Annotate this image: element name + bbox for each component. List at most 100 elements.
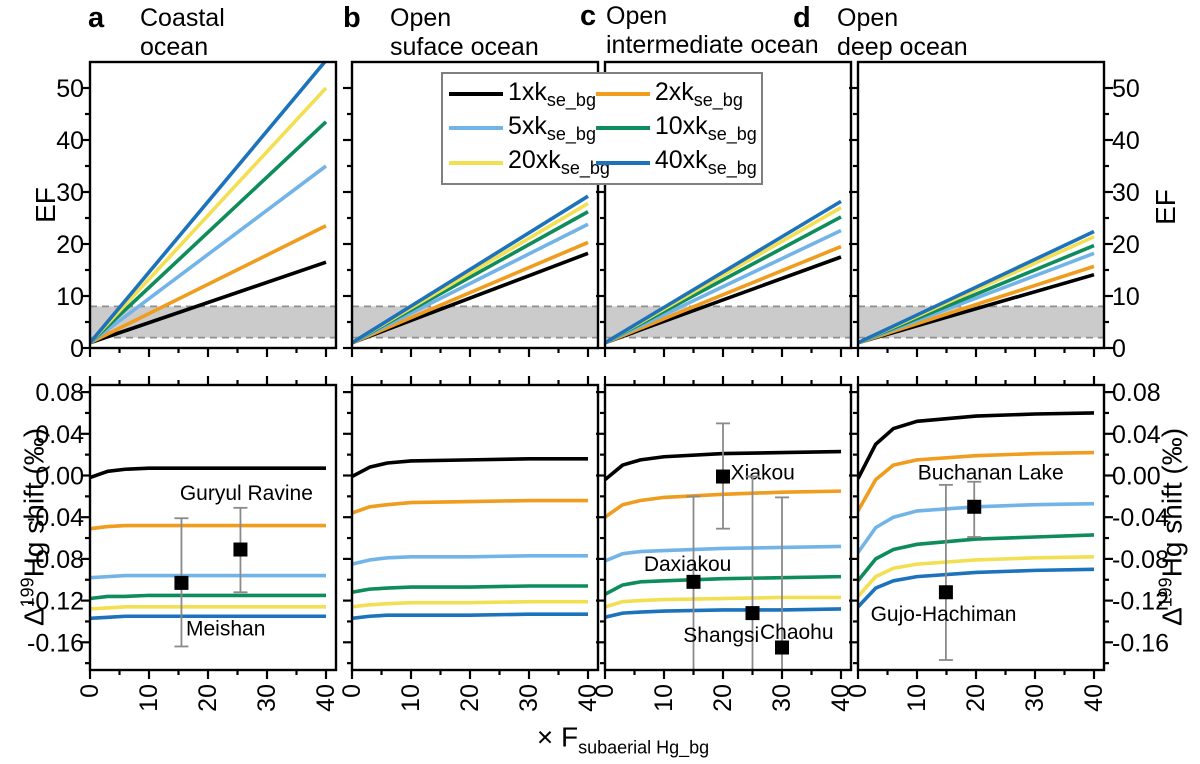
series-line-2xk_se_bg [605, 244, 842, 345]
tick-label: 0.00 [1112, 463, 1161, 491]
panel-title-c-line1: Open [606, 2, 668, 30]
tick-label: 10 [650, 684, 678, 712]
data-point-chaohu: Chaohu [760, 496, 834, 670]
panel-letter-d: d [793, 2, 811, 34]
series-line-40xk_se_bg [352, 194, 589, 345]
panel-letter-a: a [88, 2, 105, 34]
tick-label: 0 [338, 684, 366, 698]
series-line-1xk_se_bg [90, 260, 327, 345]
legend-label-40xk: 40xkse_bg [654, 146, 757, 179]
panel-bottom-a: Guryul Ravine Meishan 0.08 0.04 0.00 -0.04 -0.… [27, 376, 340, 712]
panel-border [856, 60, 1106, 350]
square-marker [775, 640, 789, 655]
tick-label: 0.08 [1112, 379, 1161, 407]
series-line-5xk_se_bg [858, 501, 1095, 554]
panel-top-d: 0 10 20 30 40 50 [849, 60, 1140, 363]
data-point-shangsi: Shangsi [683, 475, 760, 670]
legend-item-5xk: 5xkse_bg [449, 112, 596, 145]
tick-label: 0 [844, 684, 872, 698]
panel-title-c-line2: intermediate ocean [606, 31, 819, 59]
tick-label: -0.08 [1112, 546, 1169, 574]
tick-label: 40 [1080, 684, 1108, 712]
series-line-10xk_se_bg [90, 593, 326, 601]
square-marker [233, 542, 248, 557]
site-label: Meishan [186, 618, 265, 641]
tick-label: 0.04 [35, 421, 84, 449]
tick-label: 10 [135, 684, 163, 712]
x-axis-label-prefix: × F [536, 721, 579, 753]
legend-line-swatch [595, 160, 650, 165]
site-label: Buchanan Lake [918, 461, 1064, 484]
series-line-20xk_se_bg [90, 86, 328, 345]
tick-label: 20 [1112, 231, 1140, 259]
legend-label-2xk: 2xkse_bg [654, 77, 743, 110]
series-line-2xk_se_bg [352, 240, 589, 345]
panel-title-b-line2: suface ocean [390, 33, 539, 61]
tick-label: 10 [56, 283, 84, 311]
panel-title-d-line2: deep ocean [837, 33, 968, 61]
reference-band [90, 306, 336, 338]
tick-label: -0.08 [27, 546, 84, 574]
series-line-5xk_se_bg [352, 222, 589, 345]
series-line-2xk_se_bg [858, 264, 1095, 345]
legend-label-20xk: 20xkse_bg [508, 146, 610, 179]
series-line-20xk_se_bg [858, 555, 1095, 598]
tick-label: 20 [456, 684, 484, 712]
series-line-5xk_se_bg [605, 228, 842, 345]
series-line-40xk_se_bg [605, 607, 842, 620]
series-line-1xk_se_bg [90, 466, 326, 480]
tick-label: 0.04 [1112, 421, 1161, 449]
series-line-20xk_se_bg [352, 599, 588, 609]
panel-bottom-c: Xiakou Daxiakou Shangsi Chaohu 0 10 20 30 40 [591, 376, 855, 712]
tick-label: 30 [515, 684, 543, 712]
panel-title-d-line1: Open [837, 4, 899, 32]
tick-label: 40 [574, 684, 602, 712]
panel-border [856, 383, 1106, 672]
legend-line-swatch [449, 126, 503, 131]
panel-title-a-line2: ocean [140, 33, 209, 61]
tick-label: 10 [1112, 283, 1140, 311]
series-line-2xk_se_bg [352, 498, 588, 515]
series-line-2xk_se_bg [90, 224, 327, 345]
tick-label: 40 [1112, 127, 1140, 155]
tick-label: 30 [1112, 179, 1140, 207]
panel-bottom-b: 0 10 20 30 40 [338, 376, 602, 712]
tick-label: 30 [1021, 684, 1049, 712]
data-point-daxiakou: Daxiakou [644, 495, 731, 670]
legend-label-5xk: 5xkse_bg [508, 111, 596, 144]
site-label: Xiakou [731, 461, 795, 484]
series-line-10xk_se_bg [605, 574, 842, 596]
tick-label: -0.04 [1112, 504, 1169, 532]
series-line-2xk_se_bg [605, 489, 842, 519]
square-marker [686, 574, 701, 589]
panel-border [88, 383, 338, 672]
square-marker [174, 575, 189, 590]
tick-label: 0 [70, 335, 84, 363]
panel-title-b: Open suface ocean [390, 4, 539, 62]
site-label: Gujo-Hachiman [871, 603, 1017, 626]
legend: 1xkse_bg 2xkse_bg 5xkse_bg 10xkse_bg 20x… [441, 72, 763, 185]
data-point-guryul-ravine: Guryul Ravine [180, 482, 313, 594]
legend-item-40xk: 40xkse_bg [595, 146, 757, 179]
series-line-2xk_se_bg [90, 523, 326, 531]
legend-line-swatch [595, 126, 650, 131]
series-line-1xk_se_bg [605, 449, 842, 482]
panel-letter-c: c [580, 0, 597, 32]
panel-border [350, 60, 600, 350]
legend-label-10xk: 10xkse_bg [654, 111, 757, 144]
legend-line-swatch [595, 92, 650, 97]
tick-label: -0.16 [1112, 629, 1169, 657]
x-axis-label-subscript: subaerial Hg_bg [578, 737, 710, 758]
series-line-10xk_se_bg [90, 120, 328, 345]
tick-label: -0.04 [27, 504, 84, 532]
legend-item-10xk: 10xkse_bg [595, 111, 757, 145]
site-label: Chaohu [760, 621, 834, 644]
legend-item-20xk: 20xkse_bg [449, 146, 610, 179]
tick-label: 0.08 [35, 379, 84, 407]
legend-line-swatch [449, 92, 503, 97]
panel-title-c: Open intermediate ocean [606, 2, 819, 60]
series-line-5xk_se_bg [352, 553, 588, 566]
tick-label: 20 [709, 684, 737, 712]
